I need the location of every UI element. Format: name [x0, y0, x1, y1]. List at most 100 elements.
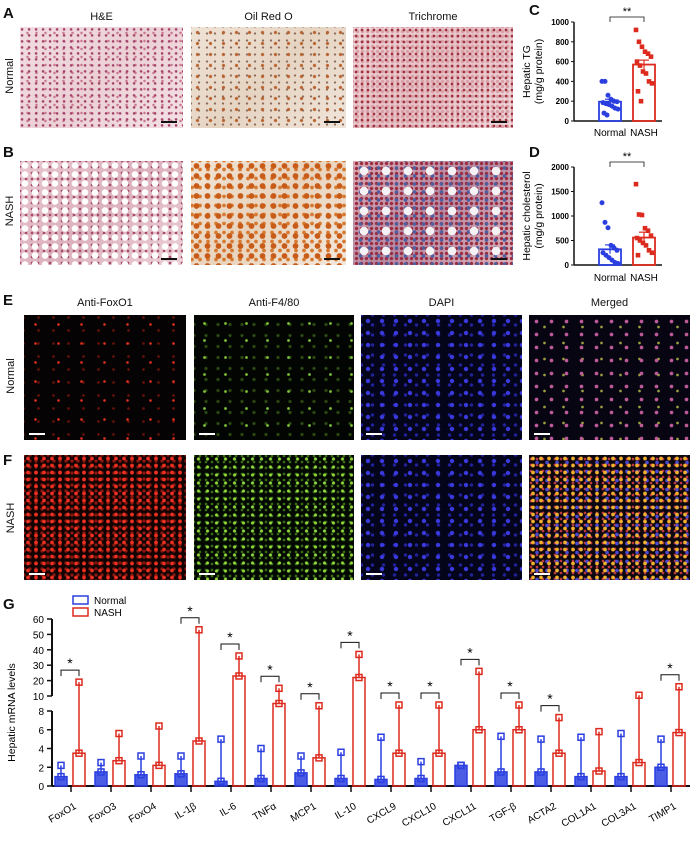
max-point [75, 678, 83, 686]
y-tick-label: 2000 [551, 163, 569, 172]
data-point [604, 112, 610, 118]
significance-bracket [300, 693, 320, 700]
fluorescence-dapi-nash [361, 455, 522, 580]
mean-point [595, 767, 603, 775]
mean-point [137, 771, 145, 779]
panel-label-f: F [3, 452, 13, 469]
significance-bracket [340, 641, 360, 649]
max-point [275, 684, 283, 693]
data-point [648, 54, 654, 59]
bar-nash-acta2 [552, 752, 566, 787]
data-point [649, 81, 655, 86]
significance-bracket [60, 669, 80, 677]
significance-marker: * [307, 679, 313, 695]
scale-bar [161, 258, 177, 260]
y-tick-label: 60 [33, 615, 45, 626]
bar-normal-col3a1 [614, 775, 628, 787]
data-point [602, 78, 608, 84]
mean-point [555, 749, 563, 757]
column-header-dapi: DAPI [428, 297, 455, 309]
mean-point [297, 769, 305, 777]
significance-bracket [260, 675, 280, 683]
mean-point [675, 728, 683, 737]
legend-label: NASH [94, 608, 122, 619]
y-axis-label: (mg/g protein) [533, 39, 545, 104]
max-point [617, 729, 625, 738]
column-header-oil-red-o: Oil Red O [244, 11, 293, 23]
x-tick-label: Normal [594, 273, 626, 284]
data-point [614, 247, 620, 253]
y-axis-label: Hepatic mRNA levels [6, 663, 18, 762]
y-tick-label: 400 [556, 77, 570, 86]
mean-point [97, 768, 105, 776]
panel-label-e: E [3, 292, 14, 309]
mean-point [395, 749, 403, 757]
fluorescence-f4-80-nash [194, 455, 354, 580]
y-tick-label: 800 [556, 38, 570, 47]
max-point [417, 757, 425, 766]
data-point [615, 106, 621, 112]
mean-point [75, 749, 83, 757]
bar-normal-mcp1 [294, 772, 308, 787]
scale-bar [161, 121, 177, 123]
micrograph-trichrome-nash [353, 161, 513, 265]
scale-bar [199, 433, 215, 435]
x-tick-label: NASH [630, 128, 658, 139]
mean-point [257, 774, 265, 783]
bar-normal-acta2 [534, 771, 548, 787]
mean-point [355, 673, 363, 682]
micrograph-trichrome-normal [353, 27, 513, 128]
y-tick-label: 10 [33, 692, 45, 703]
mean-point [435, 749, 443, 757]
x-tick-label-foxo3: FoxO3 [87, 801, 119, 826]
max-point [595, 727, 603, 736]
scale-bar [324, 121, 340, 123]
bar-nash-cxcl9 [392, 752, 406, 787]
y-tick-label: 6 [38, 726, 44, 737]
x-tick-label-mcp1: MCP1 [289, 801, 319, 825]
chart-g: 0 2 4 6 8 10 20 30 40 50 60 Hepatic mRNA levels Norm… [6, 595, 690, 830]
y-tick-label: 200 [556, 97, 570, 106]
x-tick-label: NASH [630, 273, 658, 284]
significance-marker: * [387, 678, 393, 694]
significance-marker: * [467, 644, 473, 660]
panel-label-a: A [3, 5, 14, 22]
significance-bracket [420, 692, 440, 699]
legend-swatch-normal [72, 595, 89, 605]
x-tick-label: Normal [594, 128, 626, 139]
data-point [643, 71, 649, 76]
row-label-nash-ab: NASH [4, 195, 16, 227]
max-point [297, 752, 305, 760]
bar-normal-il-1β [174, 773, 188, 787]
x-tick-label-acta2: ACTA2 [526, 801, 559, 826]
max-point [537, 735, 545, 743]
y-tick-label: 4 [38, 745, 44, 756]
y-tick-label: 8 [38, 707, 44, 718]
data-point [639, 44, 645, 50]
data-point [645, 51, 651, 56]
mean-point [235, 672, 243, 680]
scale-bar [534, 433, 550, 435]
max-point [355, 650, 363, 659]
data-point [636, 39, 642, 45]
data-point [635, 89, 641, 94]
significance-bracket [500, 692, 520, 699]
panel-label-b: B [3, 144, 14, 161]
scale-bar [29, 433, 45, 435]
scale-bar [491, 121, 507, 123]
max-point [497, 732, 505, 741]
significance-marker: ** [623, 6, 632, 18]
data-point [645, 228, 651, 233]
max-point [635, 691, 643, 699]
bar-normal-foxo4 [134, 774, 148, 787]
micrograph-he-normal [20, 27, 183, 128]
mean-point [537, 768, 545, 776]
bar-nash-cxcl10 [432, 752, 446, 787]
bar-nash-il-10 [352, 676, 366, 787]
bar-normal-tgf-β [494, 771, 508, 787]
bar-nash-tgf-β [512, 729, 526, 787]
mean-point [195, 737, 203, 745]
significance-bracket [540, 705, 560, 712]
max-point [115, 729, 123, 738]
